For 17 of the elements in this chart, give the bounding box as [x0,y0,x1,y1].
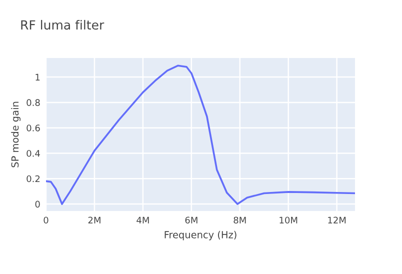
x-tick-label: 12M [328,216,346,224]
x-tick-label: 8M [234,216,246,224]
x-axis-title: Frequency (Hz) [164,230,236,240]
y-tick-label: 0.2 [26,175,40,182]
y-tick-label: 0.4 [26,150,40,157]
x-tick-label: 6M [185,216,198,224]
x-tick-label: 10M [280,216,298,224]
y-axis-title: SP mode gain [11,102,21,168]
y-tick-label: 0.8 [26,99,40,106]
x-tick-label: 2M [88,216,100,224]
line-series [46,64,355,205]
y-tick-label: 0.6 [26,124,40,132]
x-tick-label: 4M [136,216,149,224]
y-tick-label: 0 [35,200,40,208]
y-tick-label: 1 [36,74,40,80]
chart-title: RF luma filter [21,20,104,30]
x-tick-label: 0 [44,216,48,224]
